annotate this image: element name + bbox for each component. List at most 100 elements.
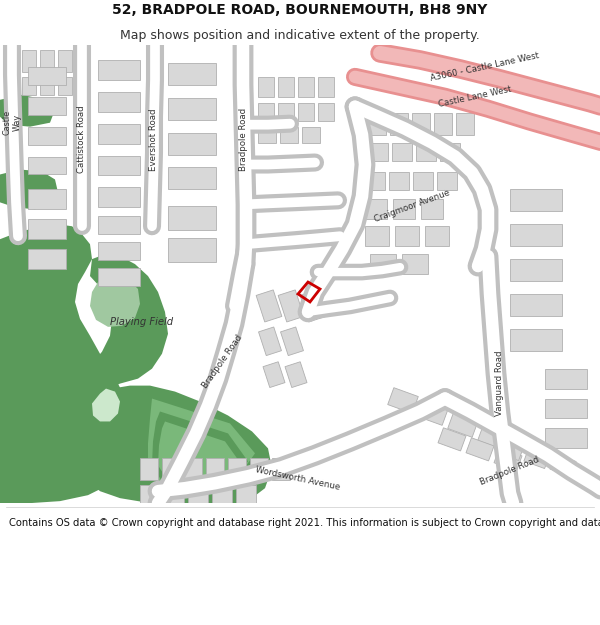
Polygon shape bbox=[278, 77, 294, 97]
Polygon shape bbox=[98, 124, 140, 144]
Polygon shape bbox=[421, 199, 443, 219]
Polygon shape bbox=[28, 189, 66, 209]
Polygon shape bbox=[365, 173, 385, 191]
Polygon shape bbox=[510, 189, 562, 211]
Polygon shape bbox=[92, 389, 120, 421]
Polygon shape bbox=[184, 458, 202, 480]
Polygon shape bbox=[28, 249, 66, 269]
Text: Castle Lane West: Castle Lane West bbox=[437, 84, 512, 109]
Polygon shape bbox=[80, 254, 168, 419]
Polygon shape bbox=[236, 485, 256, 503]
Polygon shape bbox=[285, 362, 307, 388]
Polygon shape bbox=[402, 254, 428, 274]
Polygon shape bbox=[40, 50, 54, 72]
Polygon shape bbox=[510, 224, 562, 246]
Polygon shape bbox=[98, 216, 140, 234]
Polygon shape bbox=[162, 458, 180, 480]
Text: Cattistock Road: Cattistock Road bbox=[77, 106, 86, 173]
Polygon shape bbox=[76, 386, 272, 506]
Polygon shape bbox=[259, 327, 281, 356]
Polygon shape bbox=[250, 458, 268, 480]
Polygon shape bbox=[416, 142, 436, 161]
Polygon shape bbox=[258, 127, 276, 142]
Polygon shape bbox=[98, 242, 140, 260]
Polygon shape bbox=[298, 102, 314, 121]
Polygon shape bbox=[365, 226, 389, 246]
Polygon shape bbox=[302, 127, 320, 142]
Polygon shape bbox=[478, 424, 508, 449]
Text: Bradpole Road: Bradpole Road bbox=[200, 333, 244, 390]
Text: Vanguard Road: Vanguard Road bbox=[496, 351, 505, 416]
Polygon shape bbox=[158, 421, 242, 490]
Polygon shape bbox=[206, 458, 224, 480]
Polygon shape bbox=[58, 77, 72, 95]
Polygon shape bbox=[90, 276, 140, 327]
Text: Bradpole Road: Bradpole Road bbox=[239, 108, 248, 171]
Polygon shape bbox=[498, 438, 524, 461]
Polygon shape bbox=[272, 458, 290, 480]
Polygon shape bbox=[393, 199, 415, 219]
Polygon shape bbox=[318, 102, 334, 121]
Polygon shape bbox=[437, 173, 457, 191]
Polygon shape bbox=[448, 412, 478, 437]
Polygon shape bbox=[370, 254, 396, 274]
Polygon shape bbox=[278, 290, 304, 322]
Polygon shape bbox=[148, 399, 255, 495]
Polygon shape bbox=[258, 102, 274, 121]
Polygon shape bbox=[212, 485, 232, 503]
Polygon shape bbox=[300, 290, 326, 322]
Polygon shape bbox=[152, 411, 248, 493]
Polygon shape bbox=[281, 327, 304, 356]
Polygon shape bbox=[395, 226, 419, 246]
Text: A3060 - Castle Lane West: A3060 - Castle Lane West bbox=[430, 51, 540, 83]
Polygon shape bbox=[228, 458, 246, 480]
Text: 52, BRADPOLE ROAD, BOURNEMOUTH, BH8 9NY: 52, BRADPOLE ROAD, BOURNEMOUTH, BH8 9NY bbox=[112, 3, 488, 17]
Text: Map shows position and indicative extent of the property.: Map shows position and indicative extent… bbox=[120, 29, 480, 42]
Polygon shape bbox=[164, 485, 184, 503]
Polygon shape bbox=[98, 188, 140, 208]
Polygon shape bbox=[140, 458, 158, 480]
Polygon shape bbox=[140, 485, 160, 503]
Text: Craigmoor Avenue: Craigmoor Avenue bbox=[373, 188, 451, 224]
Polygon shape bbox=[438, 428, 466, 451]
Polygon shape bbox=[545, 369, 587, 389]
Polygon shape bbox=[298, 77, 314, 97]
Text: Contains OS data © Crown copyright and database right 2021. This information is : Contains OS data © Crown copyright and d… bbox=[9, 518, 600, 528]
Polygon shape bbox=[98, 92, 140, 112]
Text: Evershot Road: Evershot Road bbox=[149, 108, 158, 171]
Polygon shape bbox=[98, 268, 140, 286]
Polygon shape bbox=[0, 384, 30, 503]
Polygon shape bbox=[188, 485, 208, 503]
Polygon shape bbox=[0, 169, 58, 209]
Polygon shape bbox=[168, 168, 216, 189]
Polygon shape bbox=[418, 399, 448, 426]
Polygon shape bbox=[389, 173, 409, 191]
Polygon shape bbox=[22, 50, 36, 72]
Polygon shape bbox=[466, 438, 494, 461]
Polygon shape bbox=[456, 112, 474, 134]
Polygon shape bbox=[413, 173, 433, 191]
Polygon shape bbox=[524, 446, 550, 469]
Polygon shape bbox=[168, 132, 216, 154]
Polygon shape bbox=[388, 388, 418, 413]
Polygon shape bbox=[368, 142, 388, 161]
Polygon shape bbox=[28, 67, 66, 85]
Polygon shape bbox=[412, 112, 430, 134]
Polygon shape bbox=[390, 112, 408, 134]
Polygon shape bbox=[494, 448, 522, 471]
Polygon shape bbox=[28, 156, 66, 174]
Polygon shape bbox=[425, 226, 449, 246]
Polygon shape bbox=[168, 206, 216, 230]
Text: Castle
Way: Castle Way bbox=[2, 110, 22, 135]
Polygon shape bbox=[263, 362, 285, 388]
Polygon shape bbox=[40, 77, 54, 95]
Polygon shape bbox=[58, 50, 72, 72]
Polygon shape bbox=[98, 60, 140, 80]
Polygon shape bbox=[28, 219, 66, 239]
Text: Bradpole Road: Bradpole Road bbox=[479, 455, 541, 488]
Polygon shape bbox=[368, 112, 386, 134]
Polygon shape bbox=[0, 224, 130, 503]
Polygon shape bbox=[258, 77, 274, 97]
Polygon shape bbox=[434, 112, 452, 134]
Polygon shape bbox=[545, 428, 587, 448]
